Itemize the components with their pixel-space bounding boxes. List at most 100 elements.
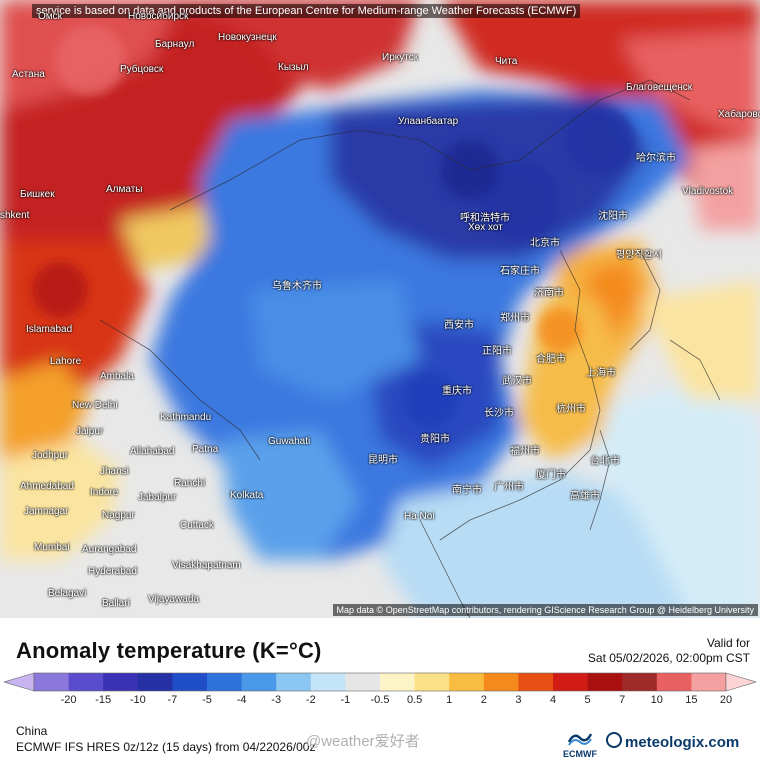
place-label: 石家庄市 xyxy=(500,266,540,277)
map-attribution: Map data © OpenStreetMap contributors, r… xyxy=(332,604,758,616)
place-label: Новосибирск xyxy=(128,11,189,22)
place-label: Indore xyxy=(90,487,119,498)
scale-tick-label: 0.5 xyxy=(406,694,423,706)
place-label: Hyderabad xyxy=(88,566,137,577)
valid-time-block: Valid for Sat 05/02/2026, 02:00pm CST xyxy=(588,636,750,666)
ecmwf-wave-icon xyxy=(567,733,593,746)
scale-tick-label: 4 xyxy=(549,694,557,706)
watermark: @weather爱好者 xyxy=(306,733,420,750)
place-label: Jodhpur xyxy=(32,450,69,461)
place-label: Islamabad xyxy=(26,324,73,335)
place-label: Рубцовск xyxy=(120,64,164,75)
scale-swatch xyxy=(414,673,450,691)
place-label: Vladivostok xyxy=(682,186,734,197)
color-scale-bar xyxy=(4,672,756,692)
scale-tick-label: 1 xyxy=(446,694,453,706)
place-label: Visakhapatnam xyxy=(172,560,241,571)
place-label: Jhansi xyxy=(100,466,129,477)
scale-arrow-high xyxy=(725,672,756,692)
place-label: Ranchi xyxy=(174,478,206,489)
place-label: 평양직할시 xyxy=(616,250,662,261)
place-label: 台北市 xyxy=(590,456,620,467)
place-label: 高雄市 xyxy=(570,491,600,502)
scale-swatch xyxy=(449,673,485,691)
scale-swatch xyxy=(691,673,727,691)
place-label: 正阳市 xyxy=(482,346,512,357)
meteologix-icon xyxy=(606,732,622,748)
place-label: 重庆市 xyxy=(442,386,472,397)
place-label: Ahmedabad xyxy=(20,481,74,492)
place-label: 乌鲁木齐市 xyxy=(272,281,322,292)
place-label: 哈尔滨市 xyxy=(636,153,676,164)
place-label: Алматы xyxy=(106,184,143,195)
scale-swatch xyxy=(483,673,519,691)
place-label: Vijayawada xyxy=(148,594,199,605)
legend-panel: Anomaly temperature (K=°C) Valid for Sat… xyxy=(0,618,760,760)
place-label: Благовещенск xyxy=(626,82,693,93)
place-label: Guwahati xyxy=(268,436,311,447)
valid-time: Sat 05/02/2026, 02:00pm CST xyxy=(587,651,750,665)
anomaly-map[interactable]: service is based on data and products of… xyxy=(0,0,760,618)
place-label: Ambala xyxy=(100,371,134,382)
scale-tick-label: -15 xyxy=(95,694,112,706)
place-label: Nagpur xyxy=(102,510,135,521)
ecmwf-logo: ECMWF xyxy=(560,730,600,759)
place-label: shkent xyxy=(0,210,30,221)
scale-tick-label: -4 xyxy=(236,694,247,706)
place-label: 呼和浩特市 xyxy=(460,213,510,224)
scale-tick-label: -2 xyxy=(305,694,316,706)
scale-tick-label: 3 xyxy=(515,694,522,706)
place-label: Кызыл xyxy=(278,62,309,73)
place-label: Ha Noi xyxy=(404,511,435,522)
scale-swatch xyxy=(587,673,623,691)
place-label: Новокузнецк xyxy=(218,32,277,43)
scale-swatch xyxy=(345,673,381,691)
attribution-top: service is based on data and products of… xyxy=(0,0,760,20)
place-label: 昆明市 xyxy=(368,455,398,466)
scale-tick-label: 20 xyxy=(719,694,733,706)
place-label: 合肥市 xyxy=(536,354,566,365)
place-label: 郑州市 xyxy=(500,313,530,324)
place-label: 杭州市 xyxy=(556,404,586,415)
place-label: Хөх хот xyxy=(468,222,503,233)
scale-tick-label: -7 xyxy=(167,694,178,706)
scale-swatch xyxy=(103,673,139,691)
scale-swatch xyxy=(68,673,104,691)
scale-tick-label: -0.5 xyxy=(370,694,390,706)
color-scale-ticks: -20 -15 -10 -7 -5 -4 -3 -2 -1 -0.5 0.5 1 2 3 4 5 7 10 15 20 xyxy=(0,694,760,710)
place-label: Астана xyxy=(12,69,45,80)
scale-tick-label: -10 xyxy=(129,694,146,706)
place-label: 厦门市 xyxy=(536,470,566,481)
scale-swatch xyxy=(241,673,277,691)
place-label: Mumbai xyxy=(34,542,70,553)
scale-tick-label: -5 xyxy=(202,694,212,706)
place-label: Хабаровск xyxy=(718,109,760,120)
scale-swatch xyxy=(172,673,208,691)
meteologix-logo[interactable]: meteologix.com xyxy=(606,732,739,751)
place-label: Kathmandu xyxy=(160,412,212,423)
place-label: 福州市 xyxy=(510,446,540,457)
place-label: 北京市 xyxy=(530,238,560,249)
model-run-label: ECMWF IFS HRES 0z/12z (15 days) from 04/… xyxy=(16,740,316,754)
scale-tick-label: 15 xyxy=(685,694,698,706)
map-canvas xyxy=(0,0,760,618)
place-label: Patna xyxy=(192,444,219,455)
place-label: Aurangabad xyxy=(82,544,137,555)
place-label: Belagavi xyxy=(48,588,87,599)
scale-tick-label: -20 xyxy=(60,694,77,706)
scale-tick-label: -3 xyxy=(271,694,282,706)
scale-swatch xyxy=(137,673,173,691)
scale-tick-label: 7 xyxy=(619,694,626,706)
place-label: 南宁市 xyxy=(452,485,482,496)
place-label: Allahabad xyxy=(130,446,175,457)
scale-swatch xyxy=(276,673,312,691)
scale-swatch xyxy=(380,673,416,691)
place-label: Бишкек xyxy=(20,189,55,200)
scale-tick-label: 10 xyxy=(650,694,663,706)
scale-swatch xyxy=(34,673,70,691)
place-label: 济南市 xyxy=(534,288,564,299)
place-label: New Delhi xyxy=(72,400,118,411)
place-label: 西安市 xyxy=(444,320,474,331)
scale-swatch xyxy=(207,673,243,691)
valid-label: Valid for xyxy=(706,636,750,650)
